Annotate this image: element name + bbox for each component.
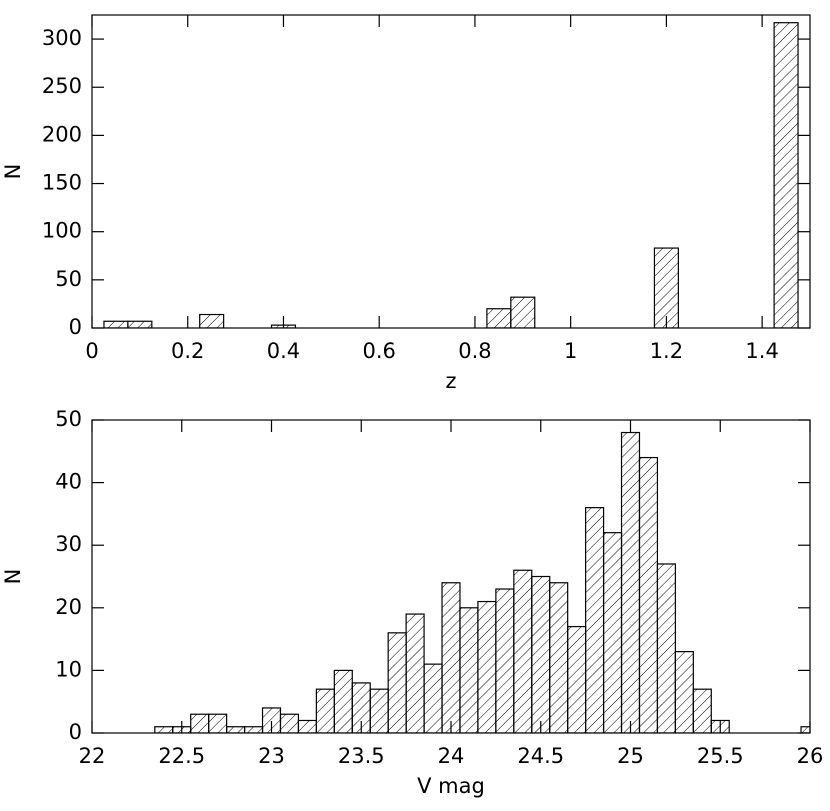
bar (423, 663, 443, 733)
x-tick-label: 0 (85, 339, 98, 363)
x-tick-label: 24 (438, 744, 465, 768)
bar (333, 669, 353, 733)
y-tick-label: 50 (55, 407, 82, 431)
bar (279, 713, 300, 733)
bar (226, 726, 246, 733)
bar (243, 726, 264, 733)
bar (531, 575, 551, 733)
y-tick-label: 300 (42, 26, 82, 50)
y-tick-label: 0 (69, 720, 82, 744)
bar (567, 625, 587, 733)
x-axis-label: V mag (417, 774, 485, 798)
bar (459, 607, 479, 733)
bar (387, 632, 407, 733)
x-tick-label: 0.6 (362, 339, 395, 363)
bar (441, 582, 461, 733)
y-axis-label: N (1, 569, 25, 585)
bar (638, 456, 659, 733)
bar (510, 296, 536, 328)
bar (315, 688, 335, 733)
y-tick-label: 20 (55, 595, 82, 619)
bar (369, 688, 389, 733)
x-tick-label: 1.4 (745, 339, 778, 363)
x-tick-label: 0.2 (171, 339, 204, 363)
bar (190, 713, 210, 733)
x-tick-label: 22 (79, 744, 106, 768)
y-tick-label: 40 (55, 470, 82, 494)
bar (103, 320, 129, 328)
y-tick-label: 0 (69, 315, 82, 339)
y-tick-label: 200 (42, 122, 82, 146)
x-tick-label: 0.4 (267, 339, 300, 363)
y-tick-label: 10 (55, 657, 82, 681)
x-tick-label: 1 (564, 339, 577, 363)
bar (127, 320, 153, 328)
x-tick-label: 25 (617, 744, 644, 768)
bar (773, 22, 799, 328)
plot-area (103, 22, 799, 328)
x-tick-label: 23.5 (338, 744, 385, 768)
y-tick-label: 250 (42, 74, 82, 98)
bar (653, 247, 679, 328)
plot-area (154, 431, 810, 733)
bar (674, 651, 694, 733)
bar (656, 563, 676, 733)
bar (602, 532, 623, 733)
y-tick-label: 50 (55, 267, 82, 291)
x-tick-label: 1.2 (650, 339, 683, 363)
bar (585, 507, 605, 733)
x-tick-label: 26 (797, 744, 824, 768)
x-tick-label: 0.8 (458, 339, 491, 363)
y-axis-label: N (1, 164, 25, 180)
y-tick-label: 150 (42, 171, 82, 195)
bar (513, 569, 533, 733)
bar (405, 613, 425, 733)
bar (800, 726, 810, 733)
bar (297, 719, 317, 733)
x-tick-label: 25.5 (697, 744, 744, 768)
x-tick-label: 22.5 (158, 744, 205, 768)
plot-frame (91, 14, 811, 329)
bar (549, 582, 569, 733)
x-tick-label: 24.5 (517, 744, 564, 768)
x-axis-label: z (445, 369, 456, 393)
bar (486, 308, 512, 328)
bar (154, 726, 174, 733)
bar (208, 713, 228, 733)
bar (477, 600, 497, 733)
bar (199, 313, 225, 328)
x-tick-label: 23 (258, 744, 285, 768)
y-tick-label: 30 (55, 532, 82, 556)
bar (620, 431, 641, 733)
bar (495, 588, 515, 733)
y-tick-label: 100 (42, 219, 82, 243)
bar (692, 688, 712, 733)
